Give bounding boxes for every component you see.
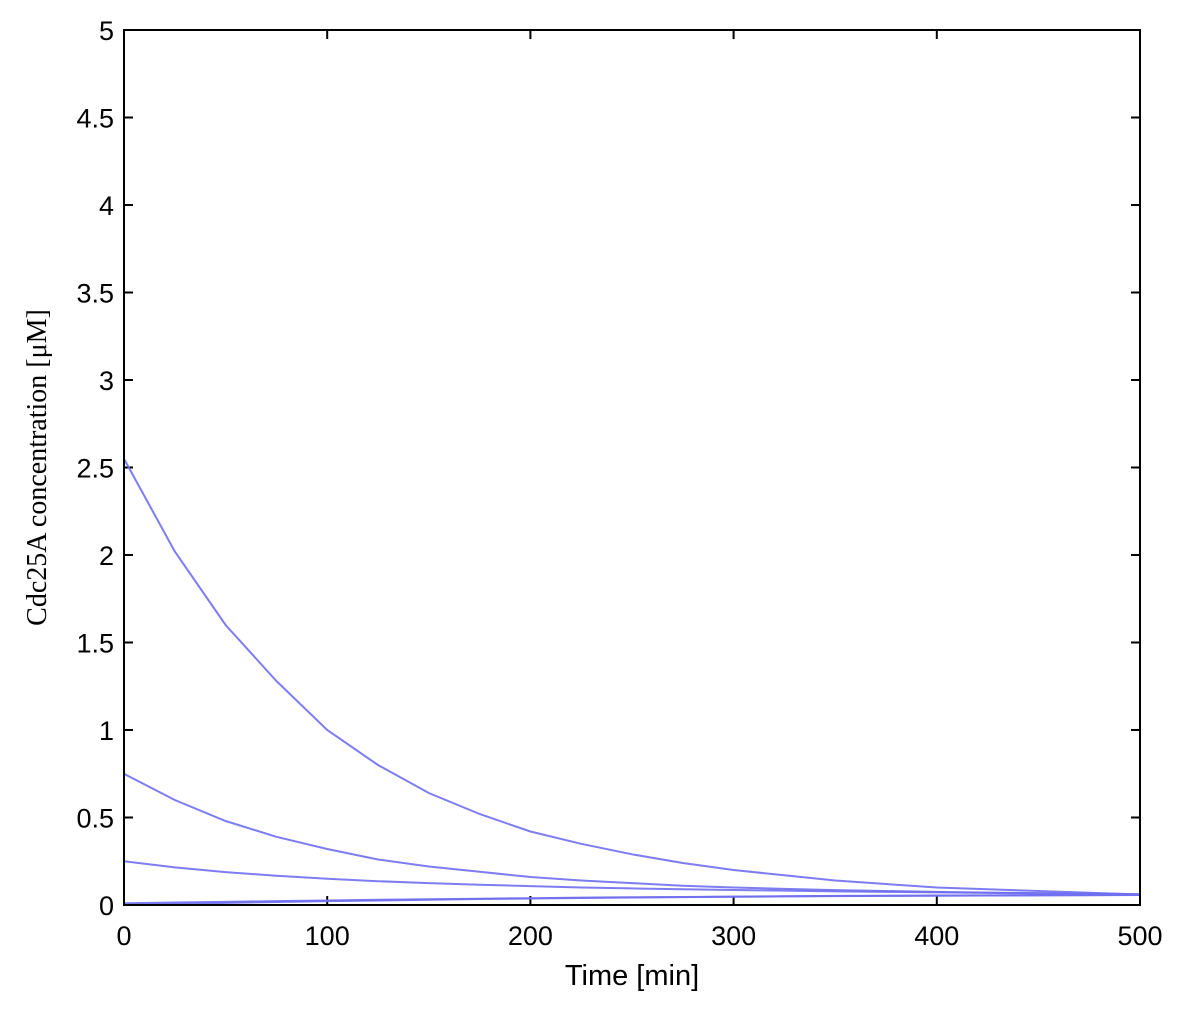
y-tick-label: 1.5 <box>76 629 114 659</box>
x-tick-label: 200 <box>508 921 553 951</box>
y-tick-label: 0.5 <box>76 804 114 834</box>
x-tick-label: 300 <box>711 921 756 951</box>
tick-labels: 0 100 200 300 400 500 0 0.5 1 1.5 2 2.5 3 3.5 4 4.5 5 <box>76 16 1162 951</box>
y-tick-label: 5 <box>99 16 114 46</box>
y-tick-label: 1 <box>99 716 114 746</box>
y-tick-label: 0 <box>99 891 114 921</box>
series-line-1 <box>123 458 1141 896</box>
series-line-3 <box>123 860 1141 896</box>
y-tick-label: 2.5 <box>76 454 114 484</box>
x-tick-label: 500 <box>1117 921 1162 951</box>
y-axis-label: Cdc25A concentration [μM] <box>22 309 53 626</box>
x-axis-label: Time [min] <box>565 960 699 992</box>
y-tick-label: 4.5 <box>76 104 114 134</box>
data-series <box>123 458 1141 906</box>
y-tick-label: 4 <box>99 191 114 221</box>
series-line-5 <box>123 894 1141 906</box>
plot-frame <box>123 29 1141 906</box>
x-tick-label: 400 <box>914 921 959 951</box>
axis-ticks <box>123 29 1141 906</box>
x-tick-label: 100 <box>305 921 350 951</box>
y-tick-label: 2 <box>99 541 114 571</box>
x-tick-label: 0 <box>116 921 131 951</box>
y-tick-label: 3.5 <box>76 279 114 309</box>
y-tick-label: 3 <box>99 366 114 396</box>
